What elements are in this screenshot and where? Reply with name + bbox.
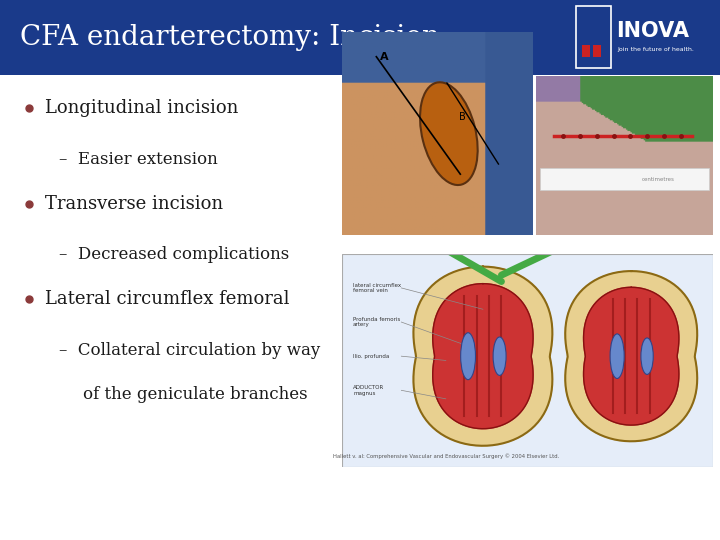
FancyBboxPatch shape — [540, 168, 709, 190]
Text: Lateral circumflex femoral: Lateral circumflex femoral — [45, 290, 289, 308]
Text: B: B — [459, 112, 466, 123]
Text: centimetres: centimetres — [642, 177, 675, 181]
Ellipse shape — [420, 82, 477, 185]
Ellipse shape — [641, 338, 653, 374]
Text: –  Easier extension: – Easier extension — [59, 151, 217, 168]
Text: Longitudinal incision: Longitudinal incision — [45, 99, 238, 117]
Text: Hallett v. al: Comprehensive Vascular and Endovascular Surgery © 2004 Elsevier L: Hallett v. al: Comprehensive Vascular an… — [333, 453, 559, 458]
Polygon shape — [565, 271, 697, 441]
Text: CFA endarterectomy: Incision: CFA endarterectomy: Incision — [20, 24, 440, 51]
Text: A: A — [379, 52, 388, 62]
Text: Join the future of health.: Join the future of health. — [618, 46, 695, 52]
Text: Ilio. profunda: Ilio. profunda — [353, 354, 390, 359]
Polygon shape — [413, 267, 552, 446]
Text: Transverse incision: Transverse incision — [45, 194, 222, 213]
Text: –  Collateral circulation by way: – Collateral circulation by way — [59, 342, 320, 359]
Text: lateral circumflex
femoral vein: lateral circumflex femoral vein — [353, 282, 401, 293]
Polygon shape — [433, 284, 533, 429]
Polygon shape — [583, 287, 679, 425]
FancyBboxPatch shape — [0, 0, 720, 75]
Text: of the geniculate branches: of the geniculate branches — [83, 386, 307, 403]
Text: –  Decreased complications: – Decreased complications — [59, 246, 289, 264]
Ellipse shape — [493, 337, 506, 375]
FancyBboxPatch shape — [593, 45, 601, 57]
Ellipse shape — [610, 334, 624, 379]
Text: INOVA: INOVA — [616, 21, 689, 41]
FancyBboxPatch shape — [0, 75, 720, 540]
Text: Profunda femoris
artery: Profunda femoris artery — [353, 316, 400, 327]
Ellipse shape — [461, 333, 475, 380]
FancyBboxPatch shape — [582, 45, 590, 57]
Text: ADDUCTOR
magnus: ADDUCTOR magnus — [353, 385, 384, 396]
